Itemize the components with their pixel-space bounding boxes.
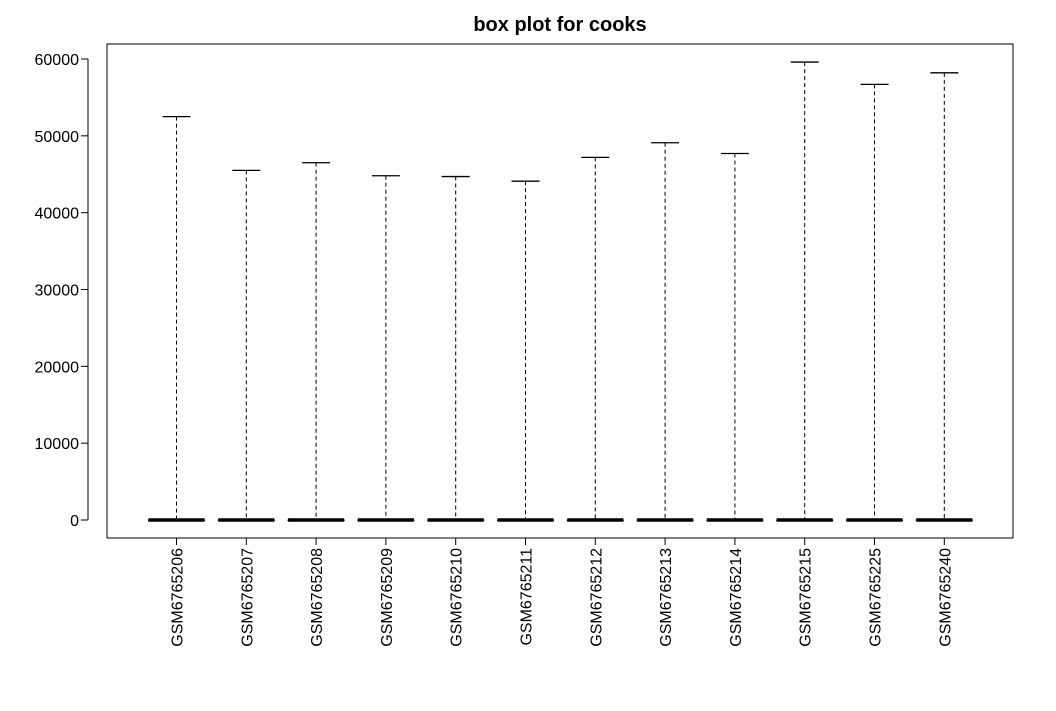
y-axis: 0 10000 20000 30000 40000 50000 60000 xyxy=(35,52,89,530)
x-tick-label: GSM6765240 xyxy=(937,548,954,647)
plot-frame xyxy=(106,43,1014,539)
box-GSM6765240 xyxy=(915,72,973,522)
x-tick-label: GSM6765225 xyxy=(868,548,885,647)
x-tick-label: GSM6765209 xyxy=(379,548,396,647)
box-GSM6765212 xyxy=(566,156,624,522)
box-GSM6765206 xyxy=(148,115,205,522)
box-GSM6765208 xyxy=(287,162,345,522)
box-GSM6765209 xyxy=(357,175,415,522)
y-tick-label: 30000 xyxy=(35,283,80,300)
y-tick-label: 0 xyxy=(70,513,79,530)
box-GSM6765211 xyxy=(497,180,554,522)
y-tick-label: 40000 xyxy=(35,206,80,223)
x-tick-label: GSM6765212 xyxy=(588,548,605,647)
box-GSM6765213 xyxy=(636,142,694,522)
x-tick-label: GSM6765213 xyxy=(658,548,675,647)
y-tick-label: 60000 xyxy=(35,52,80,69)
y-tick-label: 10000 xyxy=(35,436,80,453)
box-GSM6765210 xyxy=(427,175,485,522)
x-tick-label: GSM6765215 xyxy=(798,548,815,647)
y-tick-label: 20000 xyxy=(35,359,80,376)
box-GSM6765207 xyxy=(217,169,275,522)
x-tick-label: GSM6765208 xyxy=(309,548,326,647)
x-tick-label: GSM6765206 xyxy=(170,548,187,647)
x-axis: GSM6765206 GSM6765207 GSM6765208 GSM6765209… xyxy=(170,537,954,647)
x-tick-label: GSM6765207 xyxy=(239,548,256,647)
y-tick-label: 50000 xyxy=(35,129,80,146)
box-GSM6765215 xyxy=(776,61,834,522)
boxes-group xyxy=(148,61,973,522)
x-tick-label: GSM6765214 xyxy=(728,548,745,647)
box-GSM6765225 xyxy=(846,83,903,522)
chart-title: box plot for cooks xyxy=(473,14,646,36)
x-tick-label: GSM6765211 xyxy=(519,548,536,646)
x-tick-label: GSM6765210 xyxy=(449,548,466,647)
box-GSM6765214 xyxy=(706,152,764,522)
